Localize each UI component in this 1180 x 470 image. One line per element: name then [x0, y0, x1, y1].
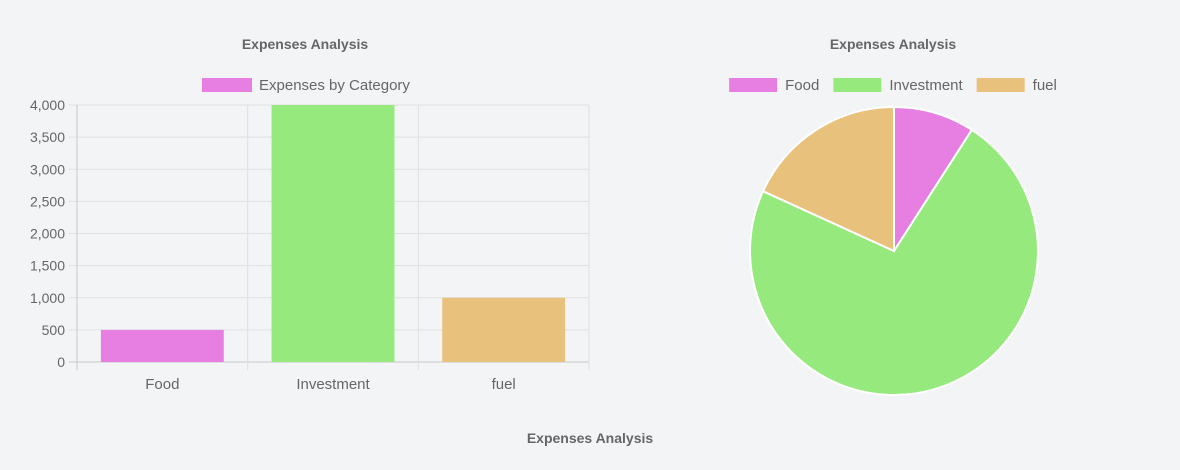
bar-chart-legend[interactable]: Expenses by Category [202, 77, 410, 94]
y-tick-label: 4,000 [30, 97, 65, 113]
bar-fuel[interactable] [442, 297, 566, 362]
pie-chart-title: Expenses Analysis [830, 36, 957, 52]
x-tick-label: Investment [296, 376, 370, 393]
legend-swatch [729, 78, 778, 92]
legend-swatch-expenses-by-category [202, 78, 252, 92]
pie-chart-legend: Food Investment fuel [729, 77, 1057, 94]
legend-item-fuel[interactable]: fuel [976, 77, 1057, 94]
y-tick-label: 500 [42, 322, 66, 338]
bar-chart: Expenses Analysis Expenses by Category 0… [30, 36, 590, 393]
y-tick-label: 2,000 [30, 226, 65, 242]
y-tick-label: 0 [57, 354, 65, 370]
legend-swatch [976, 78, 1025, 92]
bar-chart-y-axis: 0 500 1,000 1,500 2,000 2,500 3,000 3,500 4,000 [30, 97, 65, 370]
legend-item-food[interactable]: Food [729, 77, 819, 94]
y-tick-label: 3,500 [30, 129, 65, 145]
bar-investment[interactable] [271, 105, 395, 362]
y-tick-label: 3,000 [30, 161, 65, 177]
legend-label: fuel [1033, 77, 1057, 94]
y-tick-label: 2,500 [30, 193, 65, 209]
bar-chart-title: Expenses Analysis [242, 36, 369, 52]
legend-label: Food [785, 77, 819, 94]
x-tick-label: Food [145, 376, 179, 393]
y-tick-label: 1,000 [30, 290, 65, 306]
pie-slice-fuel[interactable] [761, 105, 895, 253]
pie-chart: Expenses Analysis Food Investment fuel [729, 36, 1057, 396]
legend-label-expenses-by-category: Expenses by Category [259, 77, 410, 94]
pie-slice-investment[interactable] [749, 128, 1039, 396]
bar-chart-bars [100, 105, 566, 362]
pie-slice-food[interactable] [893, 105, 974, 255]
pie-chart-slices [749, 105, 1039, 396]
legend-item-investment[interactable]: Investment [833, 77, 964, 94]
y-tick-label: 1,500 [30, 258, 65, 274]
legend-swatch [833, 78, 882, 92]
page-footer-title: Expenses Analysis [526, 430, 654, 446]
legend-label: Investment [889, 77, 963, 94]
x-tick-label: fuel [492, 376, 516, 393]
bar-food[interactable] [100, 329, 224, 362]
bar-chart-x-axis: Food Investment fuel [145, 376, 516, 393]
